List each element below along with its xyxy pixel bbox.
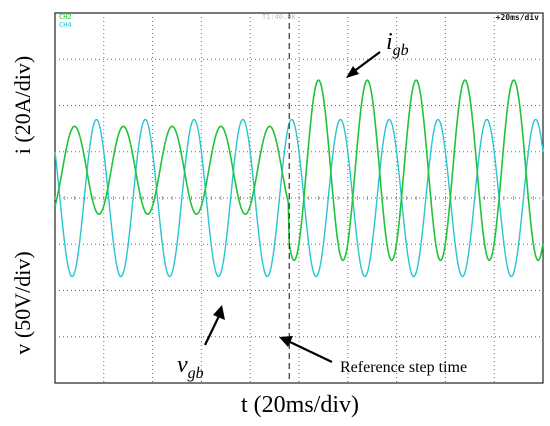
timebase-readout: +20ms/div — [496, 12, 540, 22]
y-axis-label-current: i (20A/div) — [10, 56, 35, 154]
annotation-reference-step-label: Reference step time — [340, 359, 467, 376]
annotation-i-gb: igb — [346, 29, 409, 78]
annotation-reference-step-arrow — [289, 341, 333, 363]
trigger-readout: T1:40.0k — [262, 13, 297, 21]
annotation-i-gb-arrow — [352, 51, 381, 73]
annotation-reference-step: Reference step time — [279, 336, 467, 376]
trace-v-gb — [54, 118, 544, 278]
annotation-i-gb-main: igb — [386, 29, 409, 59]
annotation-v-gb-arrowhead — [213, 305, 225, 320]
annotation-reference-step-arrowhead — [279, 336, 293, 347]
annotation-i-gb-arrowhead — [346, 66, 359, 78]
x-axis-label: t (20ms/div) — [241, 392, 359, 418]
y-axis-label-voltage: v (50V/div) — [10, 251, 35, 354]
channel-label-ch4: CH4 — [59, 21, 72, 29]
annotation-v-gb: vgb — [177, 305, 225, 382]
traces — [54, 79, 544, 278]
annotation-v-gb-main: vgb — [177, 352, 204, 382]
channel-label-ch2: CH2 — [59, 13, 72, 21]
annotation-v-gb-arrow — [204, 315, 220, 346]
scope-screen — [54, 12, 544, 384]
trace-i-gb — [54, 79, 544, 262]
